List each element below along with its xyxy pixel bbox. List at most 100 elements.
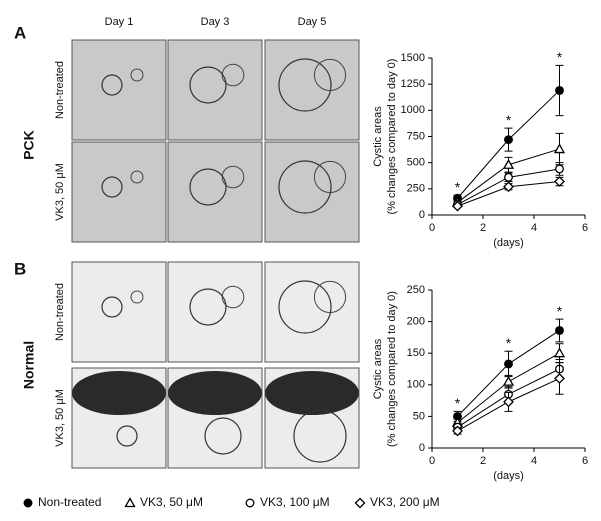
cell-mass	[265, 371, 359, 415]
micrograph	[71, 261, 167, 363]
day-label: Day 1	[105, 16, 134, 28]
marker	[354, 497, 366, 509]
y-tick-label: 1000	[401, 104, 425, 116]
marker	[503, 396, 514, 408]
y-tick-label: 500	[407, 157, 425, 169]
marker	[502, 158, 515, 169]
marker	[504, 135, 513, 145]
marker	[504, 172, 513, 182]
micrograph	[71, 39, 167, 141]
legend-label: Non-treated	[38, 495, 101, 509]
y-tick-label: 100	[407, 379, 425, 391]
cyst	[189, 288, 227, 326]
y-tick-label: 750	[407, 130, 425, 142]
micrograph	[71, 141, 167, 243]
y-tick-label: 0	[419, 442, 425, 454]
marker	[503, 181, 514, 193]
marker	[23, 498, 33, 508]
day-label: Day 5	[298, 16, 327, 28]
y-tick-label: 1250	[401, 78, 425, 90]
cyst	[101, 296, 123, 318]
marker	[555, 325, 564, 335]
x-tick-label: 0	[429, 455, 435, 467]
cyst	[130, 290, 144, 304]
cyst	[101, 74, 123, 96]
cyst	[116, 425, 138, 447]
marker	[452, 425, 463, 437]
y-tick-label: 200	[407, 316, 425, 328]
marker	[452, 200, 463, 212]
micrograph	[167, 261, 263, 363]
row-label: VK3, 50 μM	[54, 163, 66, 221]
marker	[504, 359, 513, 369]
x-tick-label: 2	[480, 455, 486, 467]
marker	[553, 347, 566, 358]
x-tick-label: 6	[582, 222, 588, 234]
cyst	[189, 66, 227, 104]
x-tick-label: 4	[531, 222, 537, 234]
y-tick-label: 250	[407, 183, 425, 195]
y-axis-title: (% changes compared to day 0)	[386, 291, 398, 447]
micrograph	[167, 141, 263, 243]
x-tick-label: 0	[429, 222, 435, 234]
micrograph	[264, 39, 360, 141]
marker	[554, 373, 565, 384]
y-tick-label: 50	[413, 410, 425, 422]
panel-label: A	[14, 23, 26, 42]
cyst	[278, 58, 332, 112]
cyst	[101, 176, 123, 198]
cyst	[313, 160, 347, 194]
marker	[124, 497, 136, 508]
significance: *	[455, 179, 461, 195]
x-tick-label: 4	[531, 455, 537, 467]
marker	[245, 498, 255, 508]
marker	[555, 85, 564, 95]
legend-label: VK3, 50 μM	[140, 495, 203, 509]
x-axis-title: (days)	[493, 470, 524, 482]
panel-label: B	[14, 259, 26, 278]
legend-label: VK3, 100 μM	[260, 495, 330, 509]
cyst	[130, 68, 144, 82]
cyst	[278, 280, 332, 334]
significance: *	[455, 395, 461, 411]
cell-mass	[168, 371, 262, 415]
significance: *	[506, 335, 512, 351]
y-tick-label: 1500	[401, 52, 425, 64]
micrograph	[264, 141, 360, 243]
y-tick-label: 0	[419, 209, 425, 221]
marker	[555, 164, 564, 174]
row-label: Non-treated	[54, 61, 66, 119]
micrograph	[167, 39, 263, 141]
legend-label: VK3, 200 μM	[370, 495, 440, 509]
row-label: Non-treated	[54, 283, 66, 341]
significance: *	[557, 303, 563, 319]
y-axis-title: (% changes compared to day 0)	[386, 59, 398, 215]
marker	[553, 143, 566, 154]
cyst	[221, 63, 245, 87]
cyst	[130, 170, 144, 184]
marker	[502, 375, 515, 386]
significance: *	[506, 112, 512, 128]
x-tick-label: 6	[582, 455, 588, 467]
cyst	[204, 417, 242, 455]
y-axis-title: Cystic areas	[372, 106, 384, 167]
day-label: Day 3	[201, 16, 230, 28]
y-tick-label: 150	[407, 347, 425, 359]
cyst	[221, 165, 245, 189]
cyst	[313, 58, 347, 92]
cyst	[313, 280, 347, 314]
x-tick-label: 2	[480, 222, 486, 234]
cyst	[293, 409, 347, 463]
significance: *	[557, 49, 563, 65]
group-label: Normal	[21, 341, 37, 389]
cyst	[189, 168, 227, 206]
marker	[554, 176, 565, 187]
cyst	[221, 285, 245, 309]
x-axis-title: (days)	[493, 237, 524, 249]
cyst	[278, 160, 332, 214]
y-tick-label: 250	[407, 284, 425, 296]
y-axis-title: Cystic areas	[372, 338, 384, 399]
micrograph	[264, 261, 360, 363]
row-label: VK3, 50 μM	[54, 389, 66, 447]
